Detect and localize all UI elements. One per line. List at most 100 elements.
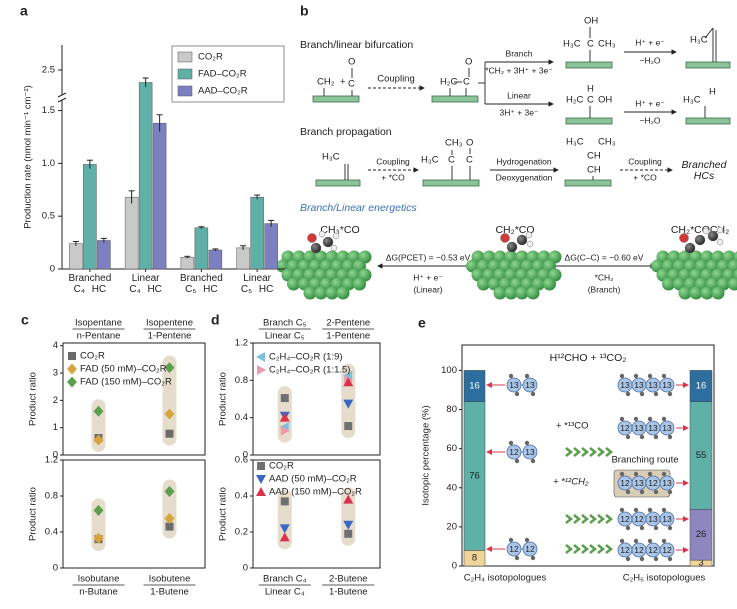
segment-label: 16 [469,381,480,392]
y-tick-label: 0 [53,450,58,461]
bar [250,196,264,270]
h-atom [653,434,659,440]
surface-atom [728,277,737,291]
c-atom [522,377,538,393]
isotope-label: 12 [620,423,630,433]
isotope-label: 12 [662,545,672,555]
surface-atom [325,286,339,300]
h-atom [625,556,631,562]
surface-atom [493,286,507,300]
isotope-label: 12 [648,545,658,555]
atom: O [466,138,473,149]
plot-frame [252,459,381,569]
h-atom [508,440,514,446]
h-atom [508,373,514,379]
chevron [565,544,574,554]
adsorbate-atom [716,226,724,234]
bar-segment [463,370,486,402]
c-atom [506,541,522,557]
y-axis-label: Product ratio [28,487,39,541]
arrow-label: −H₂O [639,55,660,65]
atom: CH₃ [445,138,463,149]
arrow-label: Coupling [376,156,410,166]
chevron [573,447,582,457]
y-tick-label: 1 [53,422,58,433]
isotope-label: 12 [620,478,630,488]
category-label: Isopentene [146,318,193,329]
bar [180,257,195,270]
category-label: 1-Butene [329,587,368,598]
energy-label: ΔG(C–C) = −0.60 eV [565,252,644,262]
surface-atom [504,286,518,300]
marker [343,370,353,381]
surface-atom [700,286,714,300]
surface-atom [526,286,540,300]
legend-swatch [177,68,193,80]
y-tick-label: 2 [53,395,58,406]
y-tick-label: 0.2 [235,527,248,538]
isotope-label: 13 [634,423,644,433]
category-label: Linear C₄ [265,587,305,598]
y-tick-label: 0.8 [45,491,58,502]
panel-label: a [20,3,28,19]
heading: Branch/linear bifurcation [300,39,413,51]
y-tick-label: 2.5 [42,65,55,76]
panel-label: b [300,3,309,19]
chevron [565,514,574,524]
isotope-label: 13 [662,478,672,488]
h-atom [639,489,645,495]
adsorbate-atom [332,232,340,240]
arrow-label: 3H⁺ + 3e⁻ [500,107,539,117]
marker [93,434,104,446]
x-axis-label: C₂H₄ isotopologues [464,573,547,584]
legend-marker [257,462,265,470]
category-label: n-Pentane [77,331,121,342]
category-label: Linear C₅ [265,331,305,342]
h-atom [524,373,530,379]
surface-atom [689,286,703,300]
arrow-label: Coupling [377,74,415,85]
y-axis-label: Product ratio [218,487,229,541]
category-label: 1-Pentene [326,331,370,342]
heading: Branch/Linear energetics [300,202,417,214]
product-label: Branched HCs [681,159,727,182]
h-atom [619,373,625,379]
legend-marker [68,352,76,360]
y-tick-label: 0 [243,450,248,461]
h-atom [661,471,667,477]
bar [236,247,250,270]
atom: CH₃ [598,137,616,148]
adsorbate-atom [679,233,689,243]
marker [165,429,174,438]
atom: H₃C [566,137,584,148]
atom: CH [587,165,601,176]
species-label: CH₂*CO [495,224,534,236]
h-atom [633,373,639,379]
isotope-label: 13 [648,514,658,524]
x-axis-label: C₂H₆ isotopologues [623,573,706,584]
bar [152,122,167,270]
atom: H₃C [690,35,708,46]
h-atom [508,537,514,543]
marker [344,422,353,431]
surface-atom [336,286,350,300]
chevron [589,514,598,524]
adsorbate-atom [526,240,534,248]
adsorbate-atom [525,231,533,239]
y-tick-label: 0.4 [45,527,58,538]
h-atom [625,391,631,397]
h-atom [633,538,639,544]
marker [344,529,353,538]
atom: H₃C [322,152,340,163]
species-label: CH₃*CO [320,224,359,236]
isotope-label: 12 [620,514,630,524]
marker [164,408,175,420]
x-tick-label: Linear C₄ HC [129,273,162,295]
chevron [589,544,598,554]
marker [343,377,354,387]
c-atom [506,377,522,393]
arrow-label: + *CO [381,172,405,182]
chevron [597,544,606,554]
marker [343,399,354,409]
atom: H₂C [566,95,584,106]
